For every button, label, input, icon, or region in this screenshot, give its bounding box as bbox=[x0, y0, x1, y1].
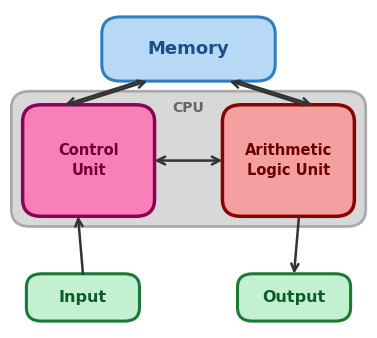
Text: Output: Output bbox=[262, 290, 326, 305]
FancyBboxPatch shape bbox=[23, 105, 155, 216]
Text: Control
Unit: Control Unit bbox=[58, 143, 119, 178]
Text: CPU: CPU bbox=[173, 101, 204, 115]
Text: Memory: Memory bbox=[148, 40, 229, 58]
Text: Arithmetic
Logic Unit: Arithmetic Logic Unit bbox=[245, 143, 332, 178]
FancyBboxPatch shape bbox=[238, 274, 351, 321]
FancyBboxPatch shape bbox=[222, 105, 354, 216]
FancyBboxPatch shape bbox=[102, 17, 275, 81]
Text: Input: Input bbox=[59, 290, 107, 305]
FancyBboxPatch shape bbox=[11, 91, 366, 226]
FancyBboxPatch shape bbox=[26, 274, 139, 321]
